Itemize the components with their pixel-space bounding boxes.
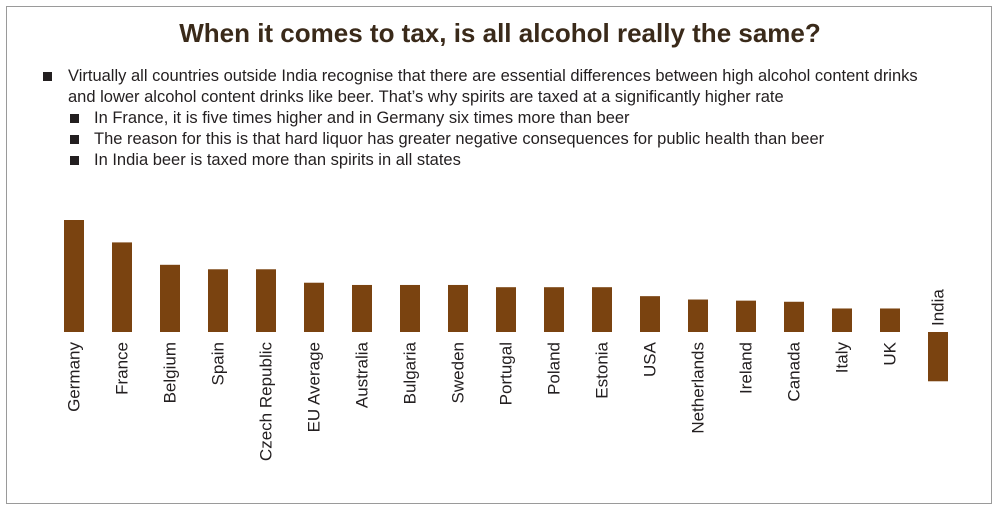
category-label: EU Average [305,342,324,432]
bullet-square-icon [70,114,79,123]
chart-frame [6,6,992,504]
bar-australia [352,284,372,332]
bar-usa [640,296,660,332]
bar-estonia [592,287,612,332]
bar-poland [544,287,564,332]
category-label: India [929,289,948,326]
bar-bulgaria [400,284,420,332]
bar-czech-republic [256,269,276,332]
category-label: Portugal [497,342,516,405]
chart-title: When it comes to tax, is all alcohol rea… [179,18,821,48]
bullet-sub-text: The reason for this is that hard liquor … [94,130,825,148]
bullet-list: Virtually all countries outside India re… [40,66,940,171]
bar-uk [880,308,900,332]
bar-eu-average [304,282,324,332]
bar-spain [208,269,228,332]
category-label: France [113,342,132,395]
category-label: Spain [209,342,228,385]
bullet-square-icon [70,135,79,144]
bullet-square-icon [43,72,52,81]
bullet-main: Virtually all countries outside India re… [40,66,940,108]
category-label: Italy [833,342,852,374]
bar-canada [784,301,804,332]
bullet-main-text: Virtually all countries outside India re… [68,67,918,106]
bullet-sub-text: In France, it is five times higher and i… [94,109,630,127]
category-label: Poland [545,342,564,395]
category-label: Australia [353,341,372,408]
bar-india [928,332,948,382]
category-label: USA [641,341,660,377]
category-label: Belgium [161,342,180,403]
category-label: Germany [65,342,84,412]
category-label: UK [881,341,900,365]
bar-portugal [496,287,516,332]
bullet-sub-text: In India beer is taxed more than spirits… [94,151,461,169]
bullet-square-icon [70,156,79,165]
category-label: Estonia [593,341,612,398]
bullet-sub-3: In India beer is taxed more than spirits… [40,150,940,171]
category-label: Sweden [449,342,468,403]
bar-ireland [736,300,756,332]
bar-sweden [448,284,468,332]
category-label: Czech Republic [257,342,276,462]
category-label: Netherlands [689,342,708,434]
category-label: Ireland [737,342,756,394]
bar-belgium [160,264,180,332]
bullet-sub-2: The reason for this is that hard liquor … [40,129,940,150]
bar-france [112,242,132,332]
bar-italy [832,308,852,332]
category-label: Canada [785,341,804,401]
bar-germany [64,220,84,332]
bar-netherlands [688,299,708,332]
category-label: Bulgaria [401,341,420,404]
bullet-sub-1: In France, it is five times higher and i… [40,108,940,129]
